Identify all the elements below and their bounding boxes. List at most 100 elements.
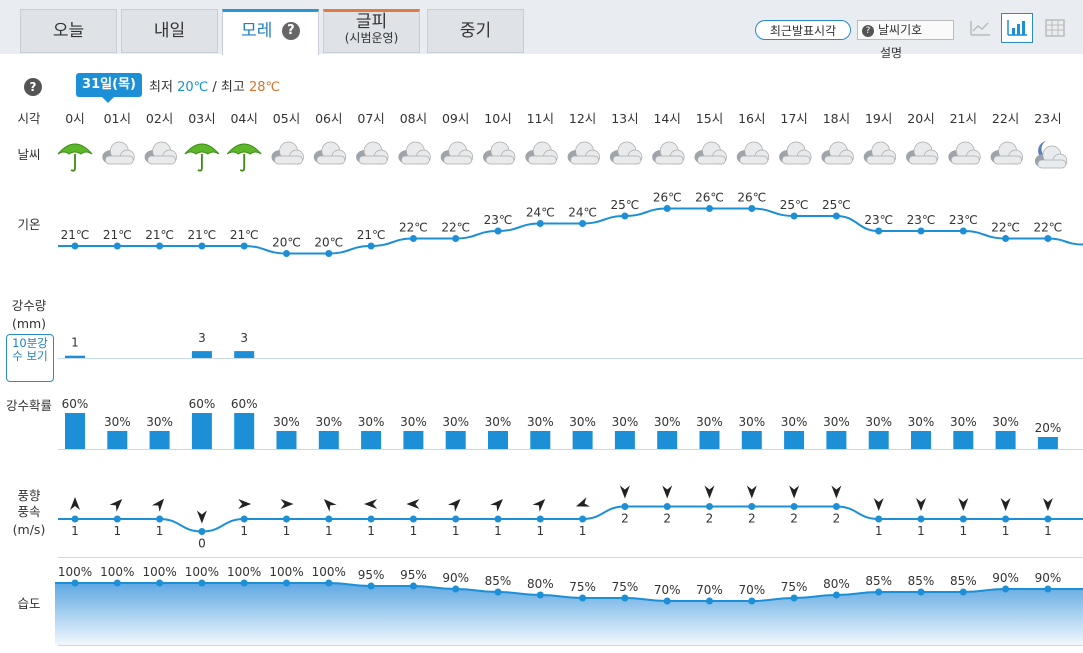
temperature-label: 23℃ — [949, 213, 978, 227]
temperature-label: 21℃ — [61, 228, 90, 242]
humidity-label: 100% — [227, 565, 261, 579]
date-badge: 31일(목) — [76, 73, 142, 103]
wind-point — [621, 503, 629, 510]
temperature-point — [1044, 235, 1052, 242]
probability-label: 30% — [654, 415, 681, 429]
hour-label: 20시 — [907, 111, 934, 126]
hour-label: 10시 — [484, 111, 511, 126]
probability-bar — [149, 431, 170, 449]
line-chart-view-button[interactable] — [964, 13, 996, 43]
help-icon[interactable]: ? — [281, 22, 300, 40]
probability-label: 30% — [612, 415, 639, 429]
wind-point — [452, 515, 460, 523]
probability-bar — [276, 431, 297, 449]
humidity-point — [452, 585, 460, 593]
probability-label: 30% — [781, 415, 808, 429]
probability-bar — [572, 431, 593, 449]
wind-direction-icon — [196, 510, 207, 524]
probability-label: 30% — [358, 415, 385, 429]
probability-label: 30% — [738, 415, 765, 429]
probability-bar — [953, 431, 974, 449]
wind-direction-icon — [789, 485, 800, 499]
temperature-label: 23℃ — [864, 213, 893, 227]
wind-point — [367, 515, 375, 523]
umbrella-canopy — [226, 143, 262, 155]
tab-three-days-later[interactable]: 글피 (시범운영) — [323, 9, 420, 53]
temperature-point — [367, 242, 375, 250]
cloud-part — [908, 155, 938, 165]
weather-symbol-button[interactable]: ? 날씨기호 — [857, 20, 954, 40]
row-label-wind-speed: 풍속 — [17, 504, 41, 519]
wind-direction-icon — [619, 485, 630, 499]
wind-direction-icon — [280, 499, 294, 509]
temperature-point — [536, 220, 544, 227]
wind-point — [536, 515, 544, 523]
table-icon — [1045, 19, 1065, 37]
wind-direction-icon — [831, 485, 842, 499]
probability-bar — [657, 431, 678, 449]
cloud-part — [950, 155, 980, 165]
tab-tomorrow[interactable]: 내일 — [121, 9, 218, 53]
cloud-part — [654, 155, 684, 165]
hour-label: 22시 — [992, 111, 1019, 126]
ten-minute-precipitation-button[interactable]: 10분강수 보기 — [6, 334, 54, 382]
temperature-point — [198, 242, 206, 250]
temperature-point — [494, 227, 502, 235]
cloud-part — [443, 155, 473, 165]
cloudy-icon — [863, 141, 897, 165]
row-label-humidity: 습도 — [17, 596, 41, 611]
cloud-part — [739, 155, 769, 165]
weather-symbol-sublabel: 설명 — [880, 46, 903, 60]
cloud-part — [147, 155, 176, 165]
humidity-point — [917, 588, 925, 596]
temperature-line — [57, 207, 1083, 255]
probability-label: 30% — [992, 415, 1019, 429]
hour-label: 08시 — [400, 111, 427, 126]
wind-direction-icon — [662, 485, 673, 499]
humidity-point — [832, 591, 840, 599]
recent-release-button[interactable]: 최근발표시각 — [755, 20, 851, 40]
humidity-area — [55, 583, 1083, 645]
hour-label: 18시 — [823, 111, 850, 126]
cloudy-icon — [483, 141, 516, 165]
probability-label: 30% — [442, 415, 469, 429]
cloudy-icon — [313, 141, 347, 165]
tab-day-after-tomorrow[interactable]: 모레 ? — [222, 9, 319, 55]
tab-mid-term[interactable]: 중기 — [427, 9, 524, 53]
row-label-precipitation: 강수량 — [11, 298, 47, 313]
cloudy-icon — [567, 141, 600, 165]
humidity-line — [55, 582, 1083, 602]
temperature-label: 22℃ — [399, 221, 428, 235]
cloud-part — [866, 155, 896, 165]
cloud-part — [824, 155, 853, 165]
tab-label: 글피 — [355, 12, 388, 32]
temperature-label: 26℃ — [653, 191, 682, 205]
probability-bar — [318, 431, 339, 449]
wind-direction-icon — [238, 499, 252, 509]
wind-direction-icon — [873, 498, 884, 511]
bar-chart-icon — [1007, 20, 1027, 36]
temperature-label: 21℃ — [188, 228, 217, 242]
help-icon: ? — [862, 24, 874, 37]
table-view-button[interactable] — [1040, 13, 1072, 43]
humidity-point — [113, 579, 121, 587]
temperature-point — [325, 250, 333, 257]
hour-label: 09시 — [442, 111, 469, 126]
precipitation-bar — [234, 351, 255, 358]
humidity-label: 100% — [100, 565, 134, 579]
wind-point — [832, 503, 840, 510]
cloud-part — [485, 155, 515, 165]
cloud-part — [697, 155, 726, 165]
umbrella-handle — [239, 154, 246, 172]
wind-point — [198, 528, 206, 535]
humidity-point — [240, 579, 248, 587]
umbrella-icon — [184, 143, 220, 172]
tab-today[interactable]: 오늘 — [20, 9, 117, 53]
temperature-label: 25℃ — [822, 198, 851, 212]
bar-chart-view-button[interactable] — [1001, 13, 1033, 43]
wind-point — [113, 515, 121, 523]
hour-label: 06시 — [315, 111, 342, 126]
wind-line — [58, 505, 1083, 533]
wind-speed-label: 2 — [663, 512, 671, 526]
help-icon[interactable]: ? — [24, 78, 42, 96]
